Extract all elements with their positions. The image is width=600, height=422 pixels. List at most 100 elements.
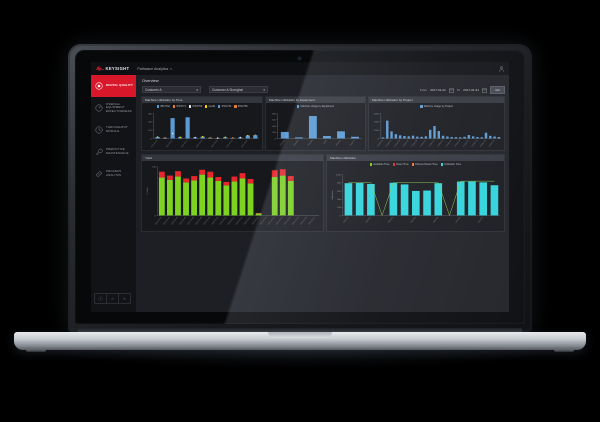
- bar[interactable]: [479, 182, 488, 216]
- customer-dropdown[interactable]: Customer A ▾: [142, 86, 201, 93]
- bar[interactable]: [420, 136, 423, 139]
- legend-item[interactable]: IPDJ734: [218, 105, 231, 108]
- bar[interactable]: [411, 190, 420, 216]
- bar[interactable]: [497, 136, 501, 139]
- collapse-icon[interactable]: «: [123, 296, 126, 301]
- bar[interactable]: [308, 116, 317, 139]
- bar[interactable]: [403, 135, 406, 139]
- bar-fail[interactable]: [239, 173, 246, 179]
- bar[interactable]: [344, 183, 353, 216]
- bar[interactable]: [337, 131, 345, 139]
- legend-item[interactable]: Machine Usage by Project: [420, 105, 453, 108]
- bar[interactable]: [386, 120, 389, 139]
- data-point[interactable]: [231, 137, 234, 139]
- data-point[interactable]: [194, 136, 196, 139]
- data-point[interactable]: [179, 136, 181, 139]
- bar-fail[interactable]: [231, 176, 238, 182]
- bar[interactable]: [463, 136, 466, 139]
- account-icon[interactable]: ⓘ: [95, 294, 107, 303]
- bar[interactable]: [454, 137, 458, 139]
- bar-pass[interactable]: [199, 174, 206, 216]
- bar-pass[interactable]: [167, 179, 173, 216]
- bar-pass[interactable]: [191, 180, 198, 216]
- data-point[interactable]: [186, 132, 189, 135]
- bar-fail[interactable]: [207, 171, 214, 178]
- bar[interactable]: [394, 134, 398, 139]
- bar[interactable]: [456, 181, 465, 216]
- legend-item[interactable]: IPDJ771: [172, 105, 186, 108]
- data-point[interactable]: [224, 136, 227, 139]
- bar-pass[interactable]: [183, 182, 189, 216]
- legend-item[interactable]: Planned Down Time: [411, 163, 438, 166]
- legend-item[interactable]: ipodS: [205, 105, 215, 108]
- product-menu[interactable]: Pathwave Analytics ▾: [137, 67, 172, 71]
- chart-plot-machine-utilization-by-equipment[interactable]: 0 200 400 600 800 IPDJ732 IPDJ734 IPDJ756 ipodS I…: [266, 103, 365, 150]
- bar[interactable]: [294, 137, 303, 139]
- bar-fail[interactable]: [215, 177, 222, 181]
- data-point[interactable]: [246, 134, 249, 137]
- chart-plot-machine-utilization-by-time[interactable]: 0 100 200 300 2017-01-03 2017-01-07 2017-01-11…: [142, 103, 262, 150]
- legend-item[interactable]: Machine Usage by Equipment: [297, 105, 334, 108]
- bar[interactable]: [467, 134, 471, 139]
- legend-item[interactable]: IPDJ732: [156, 105, 170, 108]
- bar[interactable]: [170, 118, 175, 139]
- bar-pass[interactable]: [175, 176, 181, 216]
- bar-pass[interactable]: [255, 213, 262, 216]
- bar[interactable]: [245, 135, 250, 139]
- bar[interactable]: [200, 136, 205, 139]
- bar[interactable]: [390, 131, 393, 139]
- bar-pass[interactable]: [207, 177, 214, 216]
- data-point[interactable]: [239, 136, 242, 139]
- keysight-logo[interactable]: KEYSIGHT: [96, 65, 129, 72]
- bar-fail[interactable]: [199, 169, 206, 175]
- bar[interactable]: [411, 135, 415, 139]
- to-date-input[interactable]: 2017-01-31: [463, 88, 479, 92]
- bar[interactable]: [400, 184, 409, 216]
- bar[interactable]: [433, 126, 436, 139]
- bar[interactable]: [468, 181, 476, 216]
- bar[interactable]: [446, 136, 449, 139]
- bar[interactable]: [416, 136, 419, 139]
- bar-pass[interactable]: [279, 175, 286, 216]
- data-point[interactable]: [209, 136, 211, 139]
- bar[interactable]: [471, 136, 475, 139]
- site-dropdown[interactable]: Customer A Shanghai ▾: [209, 86, 268, 93]
- bar[interactable]: [355, 182, 364, 216]
- bar-pass[interactable]: [223, 185, 230, 216]
- go-button[interactable]: GO: [490, 86, 505, 94]
- bar-fail[interactable]: [167, 175, 173, 180]
- sidebar-item-process-analysis[interactable]: PROCESS ANALYSIS: [91, 163, 136, 185]
- bar[interactable]: [423, 190, 431, 216]
- legend-item[interactable]: IPDJ758: [234, 105, 247, 108]
- bar[interactable]: [407, 136, 410, 139]
- legend-item[interactable]: IPDJ756: [188, 105, 202, 108]
- bar[interactable]: [493, 136, 496, 139]
- bar-fail[interactable]: [287, 176, 294, 181]
- legend-item[interactable]: Available Time: [369, 163, 390, 166]
- bar-pass[interactable]: [287, 180, 294, 216]
- sidebar-item-overall-equipment-effectiveness[interactable]: OVERALL EQUIPMENT EFFECTIVENESS: [91, 97, 136, 119]
- data-point[interactable]: [201, 135, 204, 138]
- bar[interactable]: [459, 137, 462, 139]
- bar-fail[interactable]: [223, 181, 230, 186]
- bar[interactable]: [424, 136, 428, 139]
- bar[interactable]: [490, 185, 499, 216]
- bar[interactable]: [484, 132, 488, 139]
- legend-item[interactable]: Down Time: [392, 163, 409, 166]
- data-point[interactable]: [156, 136, 159, 138]
- bell-icon[interactable]: ⌂: [107, 294, 119, 303]
- sidebar-item-throughput-module[interactable]: THROUGHPUT MODULE: [91, 119, 136, 141]
- bar-fail[interactable]: [183, 178, 189, 183]
- bar[interactable]: [185, 117, 190, 139]
- data-point[interactable]: [216, 137, 219, 139]
- calendar-icon[interactable]: [449, 88, 454, 93]
- legend-item[interactable]: Utilization Time: [440, 163, 461, 166]
- bar[interactable]: [428, 129, 432, 139]
- bar[interactable]: [389, 182, 398, 216]
- bar-fail[interactable]: [158, 171, 165, 178]
- bar[interactable]: [476, 136, 479, 139]
- bar[interactable]: [434, 183, 443, 216]
- bar-pass[interactable]: [247, 183, 254, 216]
